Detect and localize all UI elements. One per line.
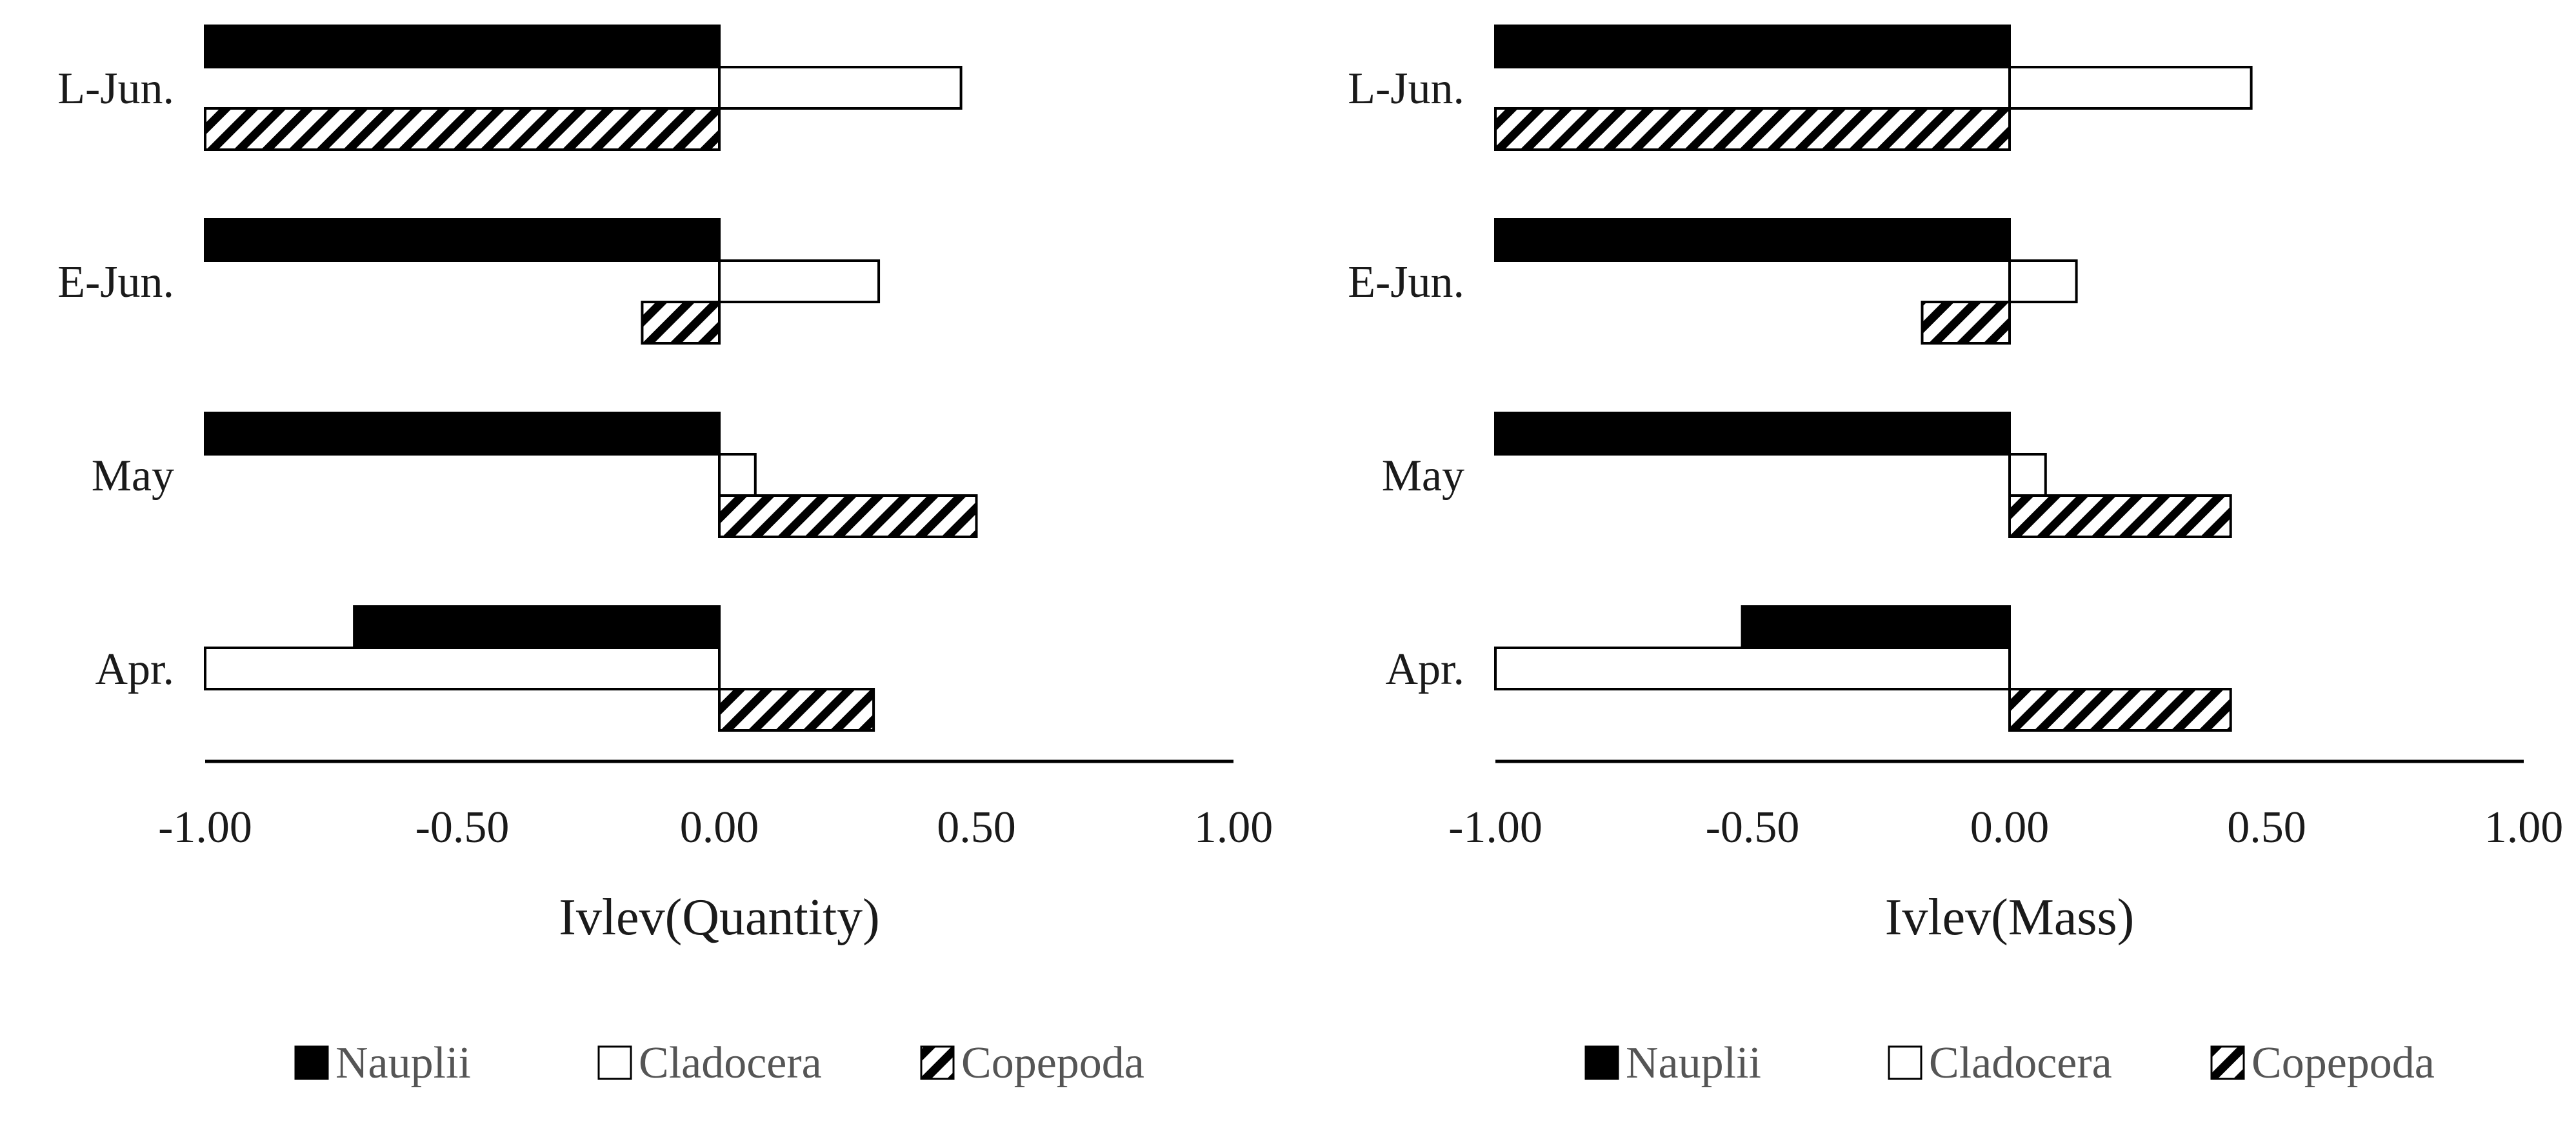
bar-nauplii-l-jun: [204, 25, 721, 68]
bar-copepoda-l-jun: [1494, 107, 2011, 151]
bar-copepoda-may: [2008, 494, 2232, 538]
x-tick-label: -0.50: [415, 803, 510, 852]
chart-mass: L-Jun. E-Jun. May Apr. -1.00 -0.50 0.00 0.50 1.0…: [1348, 25, 2564, 1088]
bar-copepoda-l-jun: [204, 107, 721, 151]
bar-cladocera-l-jun: [718, 66, 963, 110]
legend-swatch-copepoda: [920, 1045, 955, 1080]
x-tick-label: 0.50: [937, 803, 1016, 852]
bar-cladocera-apr: [1494, 647, 2011, 690]
category-label: L-Jun.: [57, 64, 174, 114]
category-label: E-Jun.: [1348, 257, 1464, 307]
x-axis-label: Ivlev(Mass): [1885, 889, 2135, 946]
bar-copepoda-may: [718, 494, 978, 538]
legend: Nauplii Cladocera Copepoda: [1584, 1038, 2435, 1088]
x-tick-label: 0.50: [2227, 803, 2306, 852]
legend-swatch-nauplii: [294, 1045, 329, 1080]
category-label: Apr.: [95, 645, 175, 694]
bar-nauplii-apr: [1741, 605, 2012, 649]
bar-cladocera-may: [718, 453, 757, 497]
bar-copepoda-e-jun: [641, 301, 721, 345]
bar-copepoda-e-jun: [1921, 301, 2012, 345]
bar-nauplii-may: [1494, 412, 2011, 456]
legend-swatch-copepoda: [2210, 1045, 2245, 1080]
bar-cladocera-may: [2008, 453, 2047, 497]
bar-nauplii-may: [204, 412, 721, 456]
x-tick-label: -1.00: [158, 803, 252, 852]
legend-label-nauplii: Nauplii: [1626, 1038, 1761, 1088]
category-label: E-Jun.: [57, 257, 174, 307]
legend: Nauplii Cladocera Copepoda: [294, 1038, 1144, 1088]
bar-cladocera-apr: [204, 647, 721, 690]
legend-label-cladocera: Cladocera: [1929, 1038, 2112, 1088]
x-tick-label: 1.00: [2484, 803, 2564, 852]
category-label: Apr.: [1386, 645, 1465, 694]
bar-cladocera-l-jun: [2008, 66, 2253, 110]
category-label: May: [1382, 451, 1464, 501]
legend-swatch-nauplii: [1584, 1045, 1619, 1080]
bar-nauplii-e-jun: [1494, 218, 2011, 262]
bar-nauplii-apr: [353, 605, 721, 649]
x-tick-label: 0.00: [1970, 803, 2050, 852]
bar-cladocera-e-jun: [718, 259, 881, 303]
legend-swatch-cladocera: [1888, 1045, 1922, 1080]
chart-quantity: L-Jun. E-Jun. May Apr. -1.00 -0.50 0.00 0.50 1.0…: [57, 25, 1273, 1088]
x-tick-label: -1.00: [1448, 803, 1543, 852]
bar-copepoda-apr: [2008, 688, 2232, 732]
category-label: L-Jun.: [1348, 64, 1464, 114]
x-tick-label: -0.50: [1706, 803, 1800, 852]
category-label: May: [92, 451, 174, 501]
legend-label-copepoda: Copepoda: [2252, 1038, 2435, 1088]
x-tick-label: 1.00: [1194, 803, 1273, 852]
legend-label-nauplii: Nauplii: [335, 1038, 471, 1088]
x-axis-label: Ivlev(Quantity): [559, 889, 880, 946]
x-tick-label: 0.00: [680, 803, 759, 852]
bar-nauplii-e-jun: [204, 218, 721, 262]
bar-nauplii-l-jun: [1494, 25, 2011, 68]
legend-label-copepoda: Copepoda: [961, 1038, 1144, 1088]
legend-swatch-cladocera: [597, 1045, 632, 1080]
bar-copepoda-apr: [718, 688, 875, 732]
legend-label-cladocera: Cladocera: [639, 1038, 822, 1088]
bar-cladocera-e-jun: [2008, 259, 2078, 303]
